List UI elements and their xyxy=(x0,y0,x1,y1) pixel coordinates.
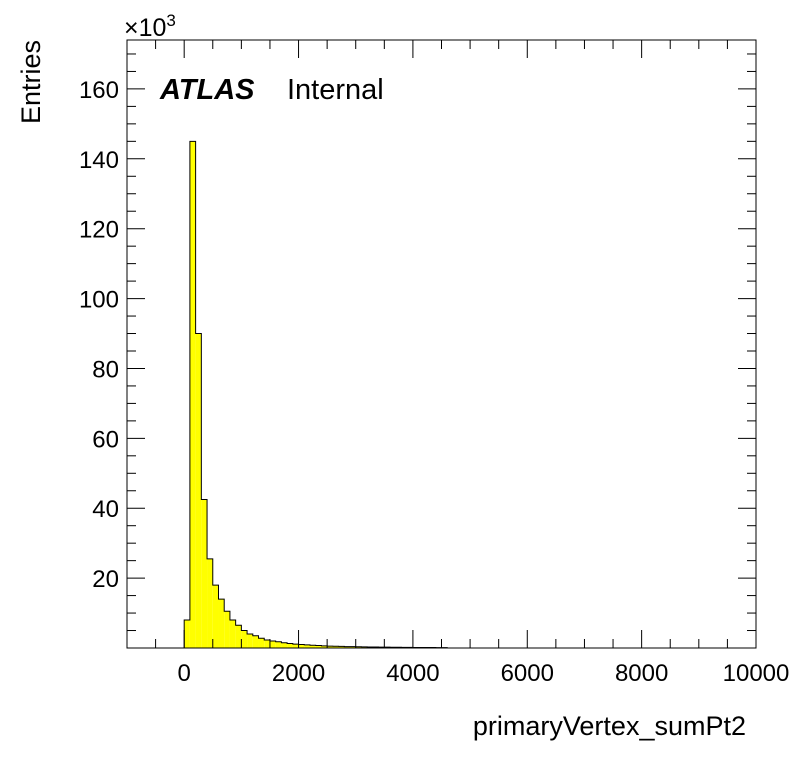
plot-background xyxy=(127,40,756,648)
histogram-bin xyxy=(241,630,248,648)
histogram-bin xyxy=(218,599,225,648)
y-tick-label: 40 xyxy=(92,496,119,523)
histogram-bin xyxy=(281,642,288,648)
histogram-bin xyxy=(315,645,322,648)
x-tick-label: 4000 xyxy=(386,660,439,687)
histogram-outline xyxy=(183,140,448,649)
histogram-bin xyxy=(287,643,293,648)
histogram-bin xyxy=(224,611,230,648)
histogram-bin xyxy=(361,646,368,648)
histogram-bin xyxy=(247,634,253,648)
histogram-bin xyxy=(235,625,242,648)
x-tick-label: 0 xyxy=(178,660,191,687)
histogram-bin xyxy=(229,620,236,648)
tick-labels: 0 2000 4000 6000 8000 10000 20 40 60 80 100 120 140 1… xyxy=(79,77,789,687)
histogram-bin xyxy=(252,635,259,648)
histogram-bin xyxy=(258,638,265,648)
atlas-label: ATLAS xyxy=(159,74,255,106)
y-multiplier-exponent: 3 xyxy=(166,11,175,30)
histogram-bin xyxy=(207,558,213,648)
histogram-bin xyxy=(195,333,202,648)
x-tick-label: 8000 xyxy=(615,660,668,687)
histogram-bin xyxy=(189,141,196,649)
y-axis-title: Entries xyxy=(16,40,46,124)
histogram-bin xyxy=(355,646,362,648)
histogram-bin xyxy=(298,644,305,648)
y-tick-label: 140 xyxy=(79,147,119,174)
y-tick-label: 160 xyxy=(79,77,119,104)
x-tick-label: 6000 xyxy=(501,660,554,687)
axis-ticks xyxy=(126,40,757,648)
y-tick-label: 20 xyxy=(92,566,119,593)
y-tick-label: 120 xyxy=(79,217,119,244)
histogram-bin xyxy=(344,646,351,648)
y-tick-label: 100 xyxy=(79,287,119,314)
histogram-bin xyxy=(350,646,356,648)
y-multiplier: ×103 xyxy=(124,11,176,42)
histogram-bin xyxy=(212,585,219,648)
histogram-bin xyxy=(367,646,373,648)
y-tick-label: 80 xyxy=(92,356,119,383)
histogram-bin xyxy=(304,644,310,648)
histogram-bin xyxy=(269,641,276,648)
histogram-bin xyxy=(309,645,316,648)
histogram-bin xyxy=(201,499,208,648)
histogram-bin xyxy=(332,646,339,648)
histogram-bin xyxy=(292,644,299,648)
histogram-bin xyxy=(327,646,333,648)
histogram-bin xyxy=(338,646,345,648)
x-tick-label: 10000 xyxy=(723,660,790,687)
histogram-bin xyxy=(184,620,190,648)
plot-frame xyxy=(126,39,757,649)
histogram-bin xyxy=(275,641,282,648)
x-tick-label: 2000 xyxy=(272,660,325,687)
internal-label: Internal xyxy=(287,74,384,106)
y-tick-label: 60 xyxy=(92,426,119,453)
x-axis-title: primaryVertex_sumPt2 xyxy=(473,711,746,741)
histogram-bin xyxy=(321,645,328,648)
histogram-bin xyxy=(264,639,270,648)
